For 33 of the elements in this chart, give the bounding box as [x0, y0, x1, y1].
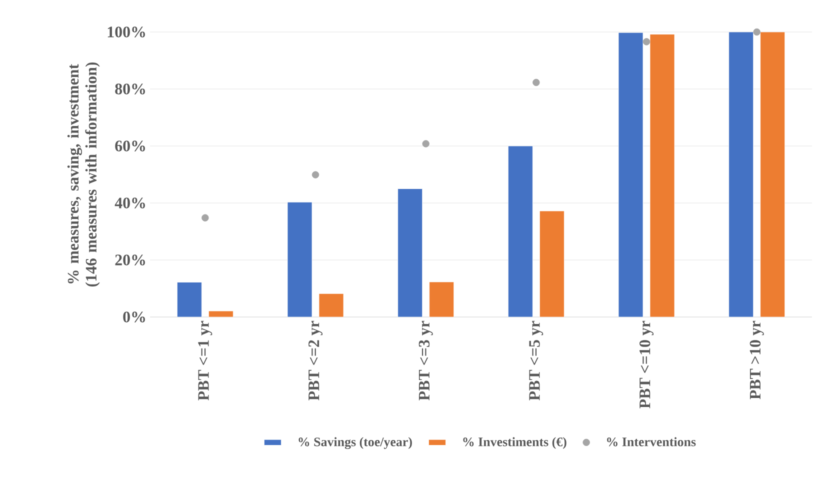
- y-tick-label: 100%: [108, 26, 145, 38]
- bar: [429, 282, 454, 317]
- bar: [728, 32, 754, 317]
- y-tick-label: 0%: [123, 312, 145, 322]
- x-tick-label: PBT <=10 yr: [639, 320, 654, 408]
- bar: [398, 188, 423, 317]
- legend-label: % Savings (toe/year): [298, 437, 412, 450]
- bar: [650, 34, 675, 317]
- x-tick-label: PBT <=3 yr: [418, 320, 433, 400]
- bar: [287, 202, 312, 317]
- bar: [618, 32, 644, 317]
- point: [422, 140, 430, 148]
- x-tick-label: PBT <=5 yr: [529, 320, 544, 400]
- y-tick-label: 80%: [115, 84, 145, 94]
- point: [753, 28, 760, 36]
- legend-label: % Investiments (€): [463, 437, 566, 449]
- point: [202, 214, 209, 222]
- y-tick-label: 60%: [115, 140, 145, 152]
- bar: [176, 282, 202, 317]
- bar: [539, 210, 564, 317]
- point: [532, 78, 540, 86]
- x-tick-label: PBT <=2 yr: [308, 320, 322, 400]
- y-tick-label: 20%: [115, 254, 145, 266]
- y-axis-title: % measures, saving, investment (146 measures with information): [67, 62, 100, 287]
- x-tick-label: PBT >10 yr: [750, 320, 764, 400]
- bar: [318, 293, 344, 317]
- bar: [760, 32, 786, 317]
- legend-label: % Interventions: [607, 437, 696, 446]
- x-tick-label: PBT <=1 yr: [198, 320, 212, 400]
- bar: [508, 146, 533, 317]
- y-tick-label: 40%: [114, 198, 145, 208]
- point: [642, 38, 650, 46]
- point: [312, 171, 320, 178]
